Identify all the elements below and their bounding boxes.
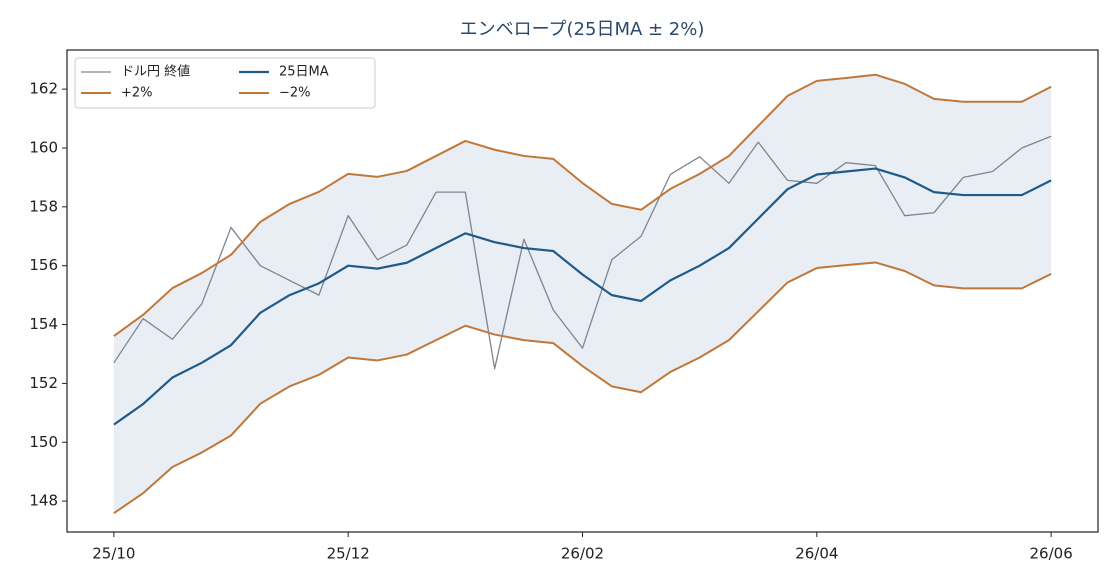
legend-box [74,57,376,109]
legend-label: 25日MA [279,65,329,80]
y-tick-label: 154 [29,315,58,333]
y-tick-label: 162 [29,80,58,98]
legend-label: −2% [279,86,311,101]
x-tick-label: 26/04 [795,545,838,563]
x-tick-label: 26/02 [561,545,604,563]
legend: ドル円 終値 +2% 25日MA −2% [74,57,376,109]
series-line [113,73,1052,337]
chart-title: エンベロープ(25日MA ± 2%) [460,19,705,40]
legend-label: +2% [121,86,153,101]
y-tick-label: 160 [29,138,58,156]
y-tick-label: 150 [29,433,58,451]
y-tick-label: 152 [29,374,58,392]
x-tick-label: 25/12 [327,545,370,563]
series-line [113,261,1052,514]
series-line [113,167,1052,426]
x-tick-label: 26/06 [1030,545,1073,563]
envelope-fill [113,74,1052,514]
y-tick-label: 156 [29,256,58,274]
y-tick-label: 158 [29,197,58,215]
x-tick-label: 25/10 [92,545,135,563]
y-tick-label: 148 [29,492,58,510]
series-line [113,135,1052,370]
legend-label: ドル円 終値 [121,64,190,80]
